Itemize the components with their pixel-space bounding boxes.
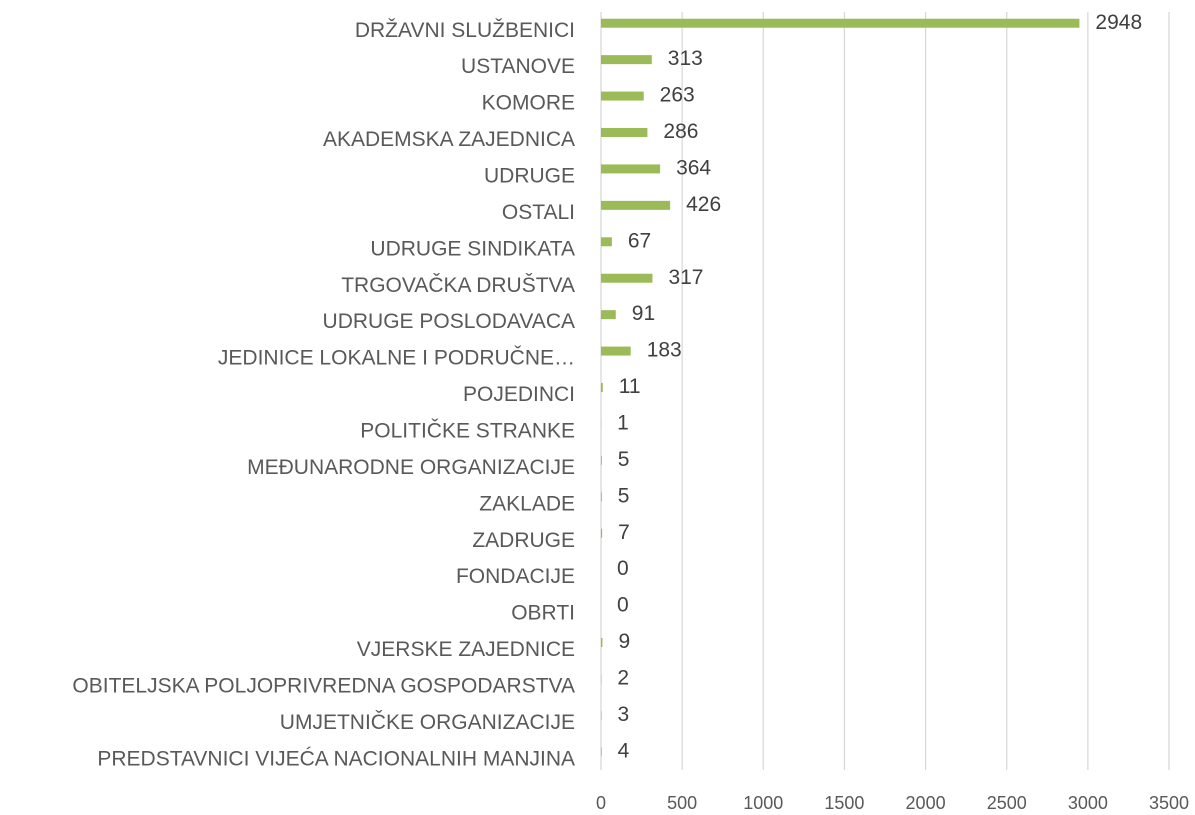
bar	[601, 310, 616, 320]
x-tick-label: 2500	[987, 793, 1027, 813]
x-tick-label: 3000	[1068, 793, 1108, 813]
bar	[601, 273, 653, 283]
bar	[601, 237, 612, 247]
data-label: 1	[617, 411, 629, 434]
y-tick-label: MEĐUNARODNE ORGANIZACIJE	[247, 456, 575, 479]
bar	[601, 200, 671, 210]
bar	[601, 346, 631, 356]
bar	[601, 747, 602, 757]
y-tick-label: OBRTI	[511, 602, 575, 625]
y-tick-label: KOMORE	[482, 92, 575, 115]
y-tick-label: UMJETNIČKE ORGANIZACIJE	[280, 711, 575, 734]
bar	[601, 492, 602, 502]
data-label: 183	[647, 339, 682, 362]
data-label: 9	[618, 630, 630, 653]
bar	[601, 638, 603, 647]
y-tick-label: OBITELJSKA POLJOPRIVREDNA GOSPODARSTVA	[72, 674, 575, 697]
data-label: 364	[676, 156, 711, 179]
y-tick-label: VJERSKE ZAJEDNICE	[357, 638, 575, 661]
data-label: 4	[618, 739, 630, 762]
data-label: 11	[619, 375, 641, 398]
x-tick-label: 0	[596, 793, 606, 813]
data-label: 0	[617, 594, 629, 617]
data-label: 5	[618, 448, 630, 471]
y-tick-label: USTANOVE	[461, 55, 575, 78]
data-label: 286	[663, 120, 698, 143]
y-tick-label: UDRUGE POSLODAVACA	[323, 310, 575, 333]
data-label: 3	[617, 703, 629, 726]
y-tick-label: POJEDINCI	[463, 383, 575, 406]
y-tick-label: ZADRUGE	[472, 529, 575, 552]
bar	[601, 383, 603, 392]
bar	[601, 128, 648, 137]
y-tick-label: FONDACIJE	[456, 565, 575, 588]
bar	[601, 455, 602, 465]
data-label: 0	[617, 557, 629, 580]
data-label: 91	[632, 302, 655, 325]
y-tick-label: UDRUGE	[484, 164, 575, 187]
data-label: 5	[618, 484, 630, 507]
x-tick-label: 1500	[824, 793, 864, 813]
y-tick-label: DRŽAVNI SLUŽBENICI	[355, 19, 575, 42]
y-tick-label: POLITIČKE STRANKE	[360, 419, 575, 442]
y-tick-label: AKADEMSKA ZAJEDNICA	[323, 128, 575, 151]
bar	[601, 91, 644, 101]
x-tick-label: 1000	[743, 793, 783, 813]
data-label: 67	[628, 229, 651, 252]
data-label: 313	[668, 47, 703, 70]
x-tick-label: 500	[667, 793, 697, 813]
x-tick-label: 2000	[906, 793, 946, 813]
y-tick-label: ZAKLADE	[479, 492, 575, 515]
y-tick-label: TRGOVAČKA DRUŠTVA	[341, 274, 575, 297]
y-tick-label: OSTALI	[502, 201, 575, 224]
data-label: 263	[660, 84, 695, 107]
y-tick-label: PREDSTAVNICI VIJEĆA NACIONALNIH MANJINA	[97, 747, 575, 770]
data-label: 7	[618, 521, 630, 544]
y-tick-label: UDRUGE SINDIKATA	[370, 237, 575, 260]
data-label: 2948	[1095, 11, 1142, 34]
y-tick-label: JEDINICE LOKALNE I PODRUČNE…	[218, 347, 575, 370]
data-label: 426	[686, 193, 721, 216]
bar	[601, 55, 652, 65]
x-tick-label: 3500	[1149, 793, 1189, 813]
data-label: 317	[668, 266, 703, 289]
data-label: 2	[617, 666, 629, 689]
bar	[601, 164, 661, 174]
bar	[601, 528, 603, 538]
bar	[601, 18, 1080, 28]
